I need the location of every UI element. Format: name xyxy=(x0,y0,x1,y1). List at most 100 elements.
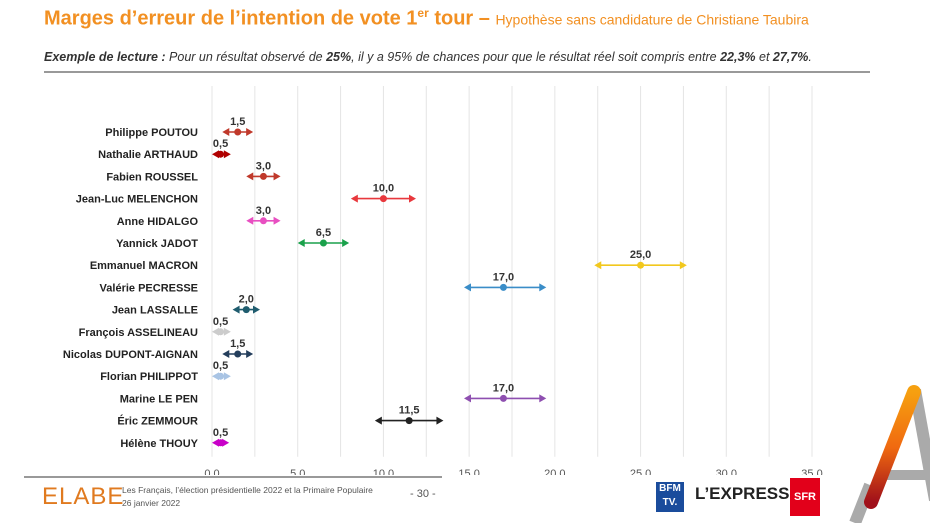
data-label: 6,5 xyxy=(316,227,331,239)
data-label: 25,0 xyxy=(630,249,651,261)
data-point xyxy=(234,128,242,136)
data-point xyxy=(217,439,225,447)
candidate-label: Florian PHILIPPOT xyxy=(100,371,198,383)
data-point xyxy=(234,350,242,358)
arrow-left xyxy=(594,261,602,270)
data-label: 3,0 xyxy=(256,205,271,217)
candidate-label: Éric ZEMMOUR xyxy=(117,415,198,428)
bfmtv-logo: BFM TV. xyxy=(656,482,684,512)
arrow-right xyxy=(342,239,350,247)
arrow-right xyxy=(679,261,687,270)
reading-value: 25% xyxy=(326,50,352,64)
arrow-right xyxy=(246,350,254,358)
candidate-label: Marine LE PEN xyxy=(120,393,198,405)
arrow-left xyxy=(374,416,382,425)
candidate-label: Nicolas DUPONT-AIGNAN xyxy=(63,349,198,361)
data-label: 0,5 xyxy=(213,316,228,328)
arrow-right xyxy=(253,305,260,314)
data-label: 0,5 xyxy=(213,138,228,150)
arrow-left xyxy=(222,350,230,358)
data-point xyxy=(379,195,387,203)
arrow-left xyxy=(212,372,219,381)
arrow-left xyxy=(350,194,358,203)
x-tick-label: 35,0 xyxy=(801,468,822,475)
reading-value: 27,7% xyxy=(772,50,809,64)
data-point xyxy=(242,306,250,314)
data-point xyxy=(259,217,267,225)
arrow-right xyxy=(246,128,254,136)
arrow-left xyxy=(464,283,471,292)
error-margin-chart: 0,0 5,0 10,0 15,0 20,0 25,0 30,0 35,0 Philippe P… xyxy=(63,86,823,475)
lexpress-logo: L’EXPRESS xyxy=(695,484,790,503)
data-label: 1,5 xyxy=(230,338,245,350)
arrow-right xyxy=(539,394,547,403)
title-end: tour – xyxy=(428,7,496,30)
x-tick-label: 25,0 xyxy=(630,468,651,475)
x-tick-label: 30,0 xyxy=(716,468,737,475)
arrow-left xyxy=(297,239,305,247)
arrow-left xyxy=(246,216,254,225)
candidate-label: Emmanuel MACRON xyxy=(90,260,198,272)
data-point xyxy=(637,261,645,269)
reading-text: . xyxy=(808,50,812,64)
candidate-label: Jean LASSALLE xyxy=(112,305,198,317)
elabe-logo: ELABE xyxy=(42,483,125,510)
data-point xyxy=(217,328,225,336)
data-point xyxy=(499,394,507,402)
data-point xyxy=(319,239,327,247)
x-tick-label: 20,0 xyxy=(544,468,565,475)
footer-study: Les Français, l’élection présidentielle … xyxy=(122,485,373,495)
candidate-label: Fabien ROUSSEL xyxy=(106,171,198,183)
candidate-label: François ASSELINEAU xyxy=(79,327,198,339)
subtitle: Hypothèse sans candidature de Christiane… xyxy=(495,11,809,28)
candidate-label: Philippe POUTOU xyxy=(105,127,198,139)
data-label: 17,0 xyxy=(493,271,514,283)
arrow-right xyxy=(436,416,444,425)
arrow-right xyxy=(273,216,281,225)
page-title: Marges d’erreur de l’intention de vote 1… xyxy=(44,6,809,31)
arrow-left xyxy=(212,150,219,159)
x-tick-label: 10,0 xyxy=(373,468,394,475)
title-sup: er xyxy=(417,6,429,20)
footer-info: Les Français, l’élection présidentielle … xyxy=(122,484,373,510)
x-tick-label: 5,0 xyxy=(290,468,305,475)
reading-text: et xyxy=(755,50,773,64)
data-point xyxy=(217,372,225,380)
data-label: 3,0 xyxy=(256,160,271,172)
divider xyxy=(24,476,442,478)
tv-text: TV. xyxy=(662,497,678,508)
data-label: 17,0 xyxy=(493,382,514,394)
reading-text: Pour un résultat observé de xyxy=(165,50,327,64)
data-label: 0,5 xyxy=(213,427,228,439)
arrow-left xyxy=(222,128,230,136)
arrow-left xyxy=(212,327,219,336)
reading-text: , il y a 95% de chances pour que le résu… xyxy=(351,50,721,64)
data-point xyxy=(259,172,267,180)
x-tick-label: 15,0 xyxy=(458,468,479,475)
arrow-right xyxy=(223,150,231,159)
candidate-label: Yannick JADOT xyxy=(116,238,198,250)
arrow-right xyxy=(539,283,547,292)
arrow-right xyxy=(409,194,416,203)
arrow-left xyxy=(232,305,240,314)
candidate-label: Jean-Luc MELENCHON xyxy=(76,194,198,206)
x-tick-label: 0,0 xyxy=(204,468,219,475)
divider xyxy=(44,71,870,73)
candidate-label: Anne HIDALGO xyxy=(117,216,199,228)
arrow-right xyxy=(222,438,230,447)
data-point xyxy=(405,417,413,425)
data-label: 2,0 xyxy=(239,294,254,306)
data-label: 10,0 xyxy=(373,183,394,195)
data-label: 0,5 xyxy=(213,360,228,372)
footer-date: 26 janvier 2022 xyxy=(122,498,181,508)
bfm-text: BFM xyxy=(659,483,681,494)
title-main: Marges d’erreur de l’intention de vote 1 xyxy=(44,7,418,30)
arrow-left xyxy=(212,438,219,447)
elabe-a-decoration xyxy=(849,385,930,523)
candidate-label: Valérie PECRESSE xyxy=(100,282,198,294)
data-point xyxy=(217,150,225,158)
sfr-logo: SFR xyxy=(790,478,820,516)
arrow-right xyxy=(223,372,231,381)
reading-label: Exemple de lecture : xyxy=(44,50,166,64)
reading-example: Exemple de lecture : Pour un résultat ob… xyxy=(44,50,812,64)
